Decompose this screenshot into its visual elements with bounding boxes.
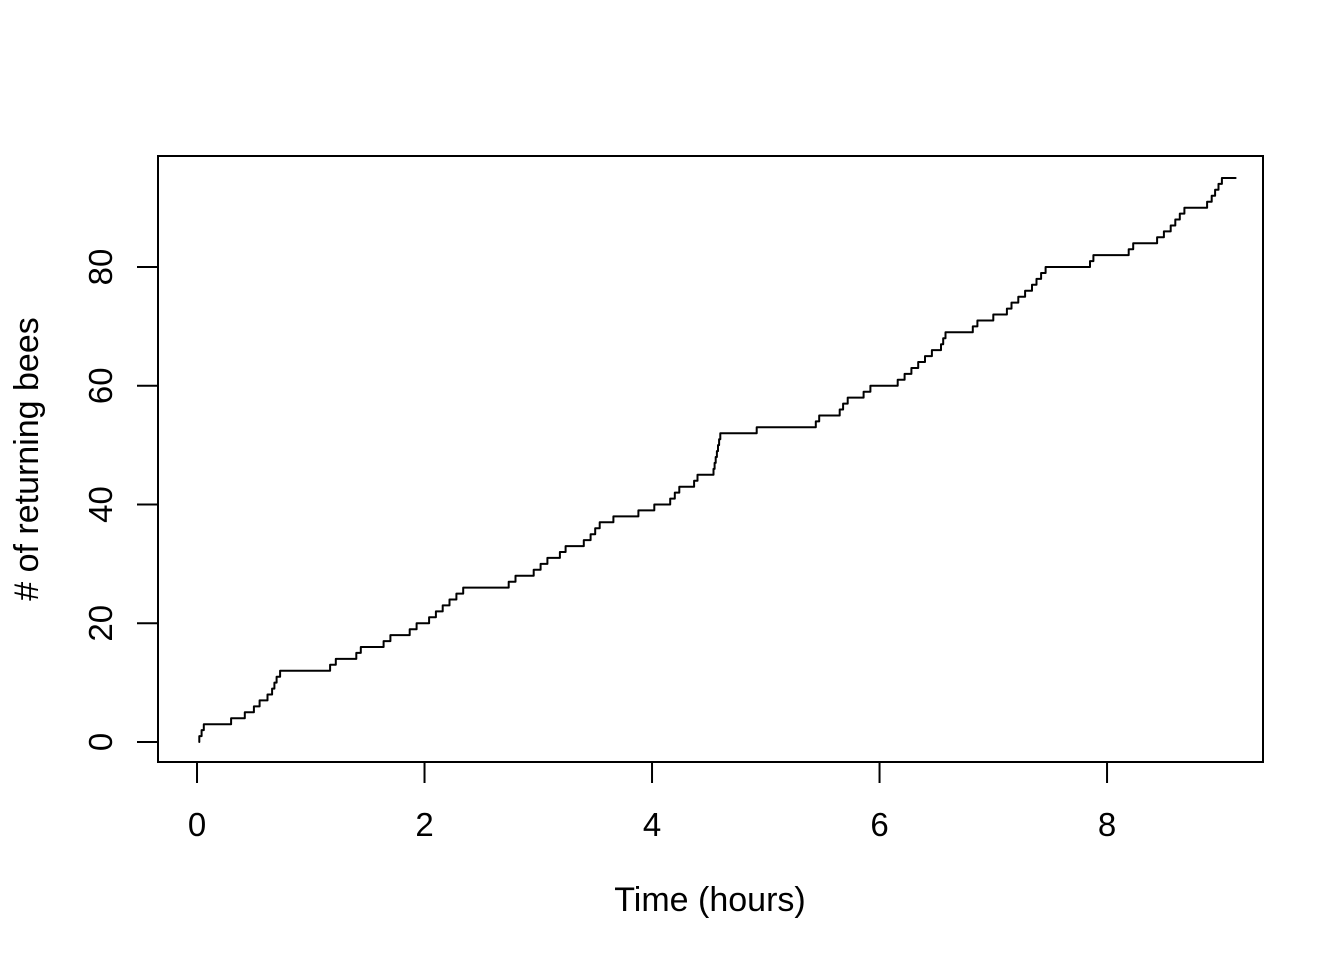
y-tick-label: 0	[82, 733, 119, 751]
y-axis: 0 20 40 60 80	[82, 249, 158, 751]
x-axis-title: Time (hours)	[614, 881, 805, 919]
y-tick-label: 40	[82, 486, 119, 523]
x-tick-label: 4	[643, 806, 661, 843]
y-axis-title: # of returning bees	[8, 317, 46, 601]
y-tick-label: 20	[82, 605, 119, 642]
x-tick-label: 8	[1098, 806, 1116, 843]
x-tick-label: 0	[188, 806, 206, 843]
plot-border	[157, 155, 1264, 763]
x-axis: 0 2 4 6 8	[188, 762, 1116, 843]
x-tick-label: 2	[415, 806, 433, 843]
x-tick-label: 6	[870, 806, 888, 843]
y-tick-label: 80	[82, 249, 119, 286]
step-line	[198, 177, 1237, 743]
y-tick-label: 60	[82, 367, 119, 404]
